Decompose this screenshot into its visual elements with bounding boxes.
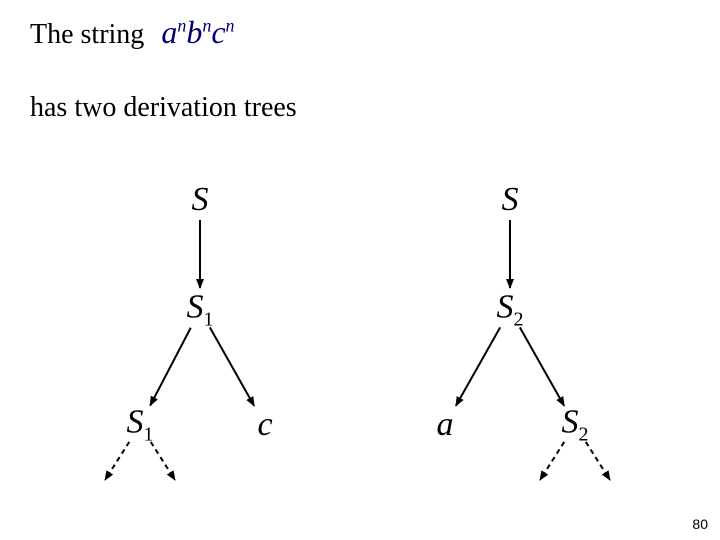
tree1-leafR: c [257,406,272,444]
tree1-mid: S1 [187,289,214,332]
tree2-leafR: S2 [562,404,589,447]
tree2-mid: S2 [497,289,524,332]
tree-edges-svg [0,150,720,530]
page-number: 80 [692,516,708,532]
formula: anbncn [161,14,234,50]
tree-area: S S1 S1 c S S2 a S2 [0,150,720,510]
tree2-leafL: a [437,406,454,444]
title-line: The string anbncn [30,14,235,51]
tree1-leafL: S1 [127,404,154,447]
subtitle: has two derivation trees [30,92,297,124]
title-prefix: The string [30,19,144,50]
tree1-root: S [192,181,209,219]
tree2-root: S [502,181,519,219]
